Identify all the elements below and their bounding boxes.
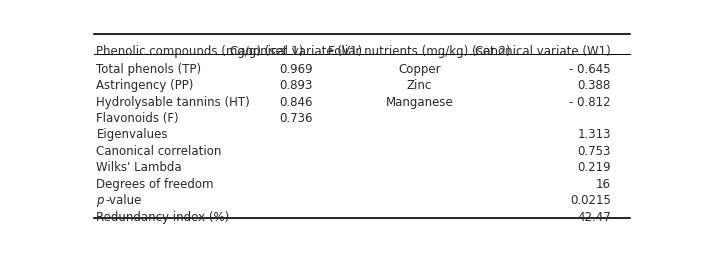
Text: Phenolic compounds (mg/g) (set 1): Phenolic compounds (mg/g) (set 1) xyxy=(97,45,304,58)
Text: - 0.812: - 0.812 xyxy=(569,96,611,109)
Text: Copper: Copper xyxy=(398,63,441,76)
Text: Canonical correlation: Canonical correlation xyxy=(97,145,222,158)
Text: Total phenols (TP): Total phenols (TP) xyxy=(97,63,202,76)
Text: 0.753: 0.753 xyxy=(578,145,611,158)
Text: 0.0215: 0.0215 xyxy=(570,194,611,207)
Text: Canonical variate (V1): Canonical variate (V1) xyxy=(230,45,362,58)
Text: Foliar nutrients (mg/kg) (set 2): Foliar nutrients (mg/kg) (set 2) xyxy=(328,45,510,58)
Text: Redundancy index (%): Redundancy index (%) xyxy=(97,210,229,224)
Text: -value: -value xyxy=(106,194,142,207)
Text: 16: 16 xyxy=(596,178,611,191)
Text: 0.388: 0.388 xyxy=(578,79,611,92)
Text: Astringency (PP): Astringency (PP) xyxy=(97,79,194,92)
Text: p: p xyxy=(97,194,104,207)
Text: Manganese: Manganese xyxy=(385,96,453,109)
Text: 0.736: 0.736 xyxy=(280,112,313,125)
Text: Wilks' Lambda: Wilks' Lambda xyxy=(97,161,182,174)
Text: Zinc: Zinc xyxy=(407,79,432,92)
Text: 0.969: 0.969 xyxy=(280,63,313,76)
Text: 1.313: 1.313 xyxy=(578,128,611,141)
Text: 0.219: 0.219 xyxy=(577,161,611,174)
Text: Hydrolysable tannins (HT): Hydrolysable tannins (HT) xyxy=(97,96,250,109)
Text: 42.47: 42.47 xyxy=(577,210,611,224)
Text: 0.893: 0.893 xyxy=(280,79,313,92)
Text: Canonical variate (W1): Canonical variate (W1) xyxy=(475,45,611,58)
Text: 0.846: 0.846 xyxy=(280,96,313,109)
Text: Degrees of freedom: Degrees of freedom xyxy=(97,178,214,191)
Text: - 0.645: - 0.645 xyxy=(569,63,611,76)
Text: Flavonoids (F): Flavonoids (F) xyxy=(97,112,179,125)
Text: Eigenvalues: Eigenvalues xyxy=(97,128,168,141)
